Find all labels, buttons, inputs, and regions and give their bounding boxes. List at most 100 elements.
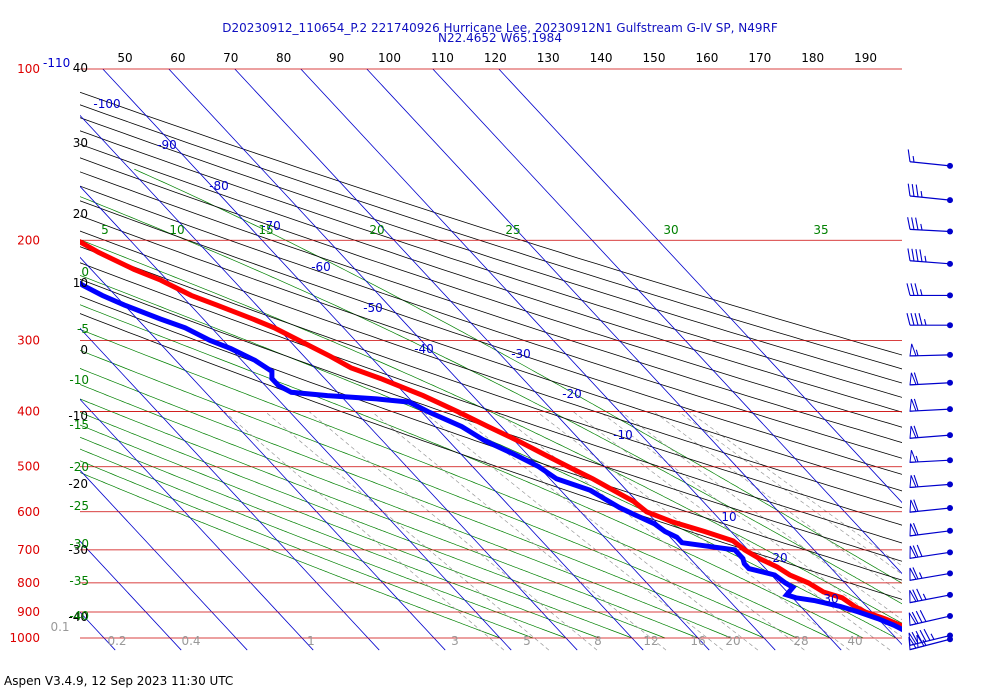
wind-barbs — [906, 149, 953, 651]
theta-tick-label: 90 — [329, 51, 344, 65]
pressure-tick-label: 400 — [17, 405, 40, 419]
isotherm-tick-label: -10 — [613, 428, 633, 442]
wind-barb — [909, 523, 953, 537]
theta-tick-label: 110 — [431, 51, 454, 65]
pressure-tick-label: 800 — [17, 576, 40, 590]
mixing-ratio-line — [620, 411, 902, 621]
dry-adiabat-line — [80, 313, 902, 600]
isotherm-line — [234, 69, 776, 651]
left-temperature-label: -40 — [68, 610, 88, 624]
mixing-ratio-line — [371, 411, 667, 651]
temperature-profile-line — [80, 238, 902, 629]
dry-adiabat-line — [80, 185, 902, 459]
sounding-profiles — [80, 238, 902, 633]
dry-adiabat-line — [80, 117, 902, 384]
isotherm-line — [80, 256, 446, 651]
mixing-ratio-label: 12 — [643, 634, 658, 648]
dry-adiabat-line — [80, 295, 902, 581]
mixing-ratio-label: 8 — [594, 634, 602, 648]
mixing-ratio-label: 5 — [523, 634, 531, 648]
left-temperature-label: -20 — [68, 477, 88, 491]
isotherms — [0, 56, 902, 651]
moist-adiabat-label: 30 — [663, 223, 678, 237]
pressure-tick-label: 200 — [17, 233, 40, 247]
pressure-tick-label: 300 — [17, 333, 40, 347]
mixing-ratio-line — [572, 411, 891, 651]
left-temperature-label: 30 — [73, 136, 88, 150]
isotherm-line — [80, 327, 380, 651]
isotherm-tick-label: -40 — [414, 342, 434, 356]
wind-barb — [909, 450, 953, 464]
wind-barb — [908, 628, 953, 646]
moist-adiabat-line — [80, 460, 534, 639]
wind-barb — [909, 372, 953, 386]
moist-adiabat-line — [80, 329, 831, 639]
dry-adiabat-line — [80, 246, 902, 526]
left-moist-label: -5 — [77, 322, 89, 336]
dry-adiabat-line — [80, 278, 902, 562]
moist-adiabat-label: 25 — [505, 223, 520, 237]
theta-tick-label: 190 — [854, 51, 877, 65]
isotherm-line — [80, 398, 314, 651]
isotherm-tick-label: -70 — [261, 219, 281, 233]
mixing-ratio-line — [223, 411, 505, 651]
wind-barb — [909, 499, 953, 513]
isotherm-line — [0, 56, 49, 650]
mixing-ratio-line — [653, 411, 902, 595]
isotherm-line — [366, 69, 902, 646]
mixing-ratio-lines — [223, 411, 902, 651]
mixing-ratio-line — [264, 411, 550, 651]
wind-barb — [907, 183, 953, 204]
left-moist-label: -35 — [69, 574, 89, 588]
isotherm-tick-label: -20 — [562, 387, 582, 401]
mixing-ratio-line — [688, 411, 902, 567]
dry-adiabat-line — [80, 130, 902, 398]
wind-barb — [908, 610, 953, 626]
dewpoint-profile-line — [80, 280, 902, 633]
pressure-tick-label: 700 — [17, 543, 40, 557]
isotherm-tick-label: -90 — [157, 138, 177, 152]
mixing-ratio-label: 28 — [793, 634, 808, 648]
theta-tick-label: 140 — [590, 51, 613, 65]
pressure-tick-label: 500 — [17, 460, 40, 474]
isotherm-tick-label: -60 — [311, 260, 331, 274]
moist-adiabats — [80, 168, 902, 639]
moist-adiabat-line — [80, 424, 633, 639]
dry-adiabat-line — [80, 171, 902, 443]
mixing-ratio-line — [496, 411, 805, 651]
left-moist-label: -40 — [69, 609, 89, 623]
moist-adiabat-line — [80, 349, 798, 639]
left-temperature-label: 10 — [73, 276, 88, 290]
left-moist-label: -10 — [69, 373, 89, 387]
isotherm-tick-label: -50 — [363, 301, 383, 315]
theta-tick-label: 120 — [484, 51, 507, 65]
wind-barb — [908, 634, 953, 651]
left-temperature-label: 20 — [73, 207, 88, 221]
left-moist-label: -20 — [69, 460, 89, 474]
theta-tick-label: 150 — [643, 51, 666, 65]
isotherm-line — [80, 114, 578, 651]
dry-adiabat-line — [80, 215, 902, 492]
theta-tick-label: 130 — [537, 51, 560, 65]
wind-barb — [909, 567, 953, 581]
dry-adiabat-line — [80, 91, 902, 356]
mixing-ratio-line — [454, 411, 759, 651]
wind-barb — [909, 425, 953, 439]
isotherm-tick-label: -30 — [511, 347, 531, 361]
pressure-tick-label: 100 — [17, 62, 40, 76]
moist-adiabat-label: 10 — [169, 223, 184, 237]
mixing-ratio-line — [422, 411, 723, 651]
theta-tick-label: 100 — [378, 51, 401, 65]
chart-title: D20230912_110654_P.2 221740926 Hurricane… — [222, 21, 778, 35]
left-moist-label: -25 — [69, 499, 89, 513]
moist-adiabat-line — [80, 196, 902, 605]
mixing-ratio-label: 0.2 — [107, 634, 126, 648]
dry-adiabat-line — [80, 262, 902, 544]
mixing-ratio-line — [308, 411, 598, 651]
theta-tick-label: 180 — [801, 51, 824, 65]
mixing-ratio-label: 16 — [690, 634, 705, 648]
moist-adiabat-line — [134, 168, 902, 584]
wind-barb — [909, 588, 953, 604]
dry-adiabat-line — [80, 143, 902, 413]
